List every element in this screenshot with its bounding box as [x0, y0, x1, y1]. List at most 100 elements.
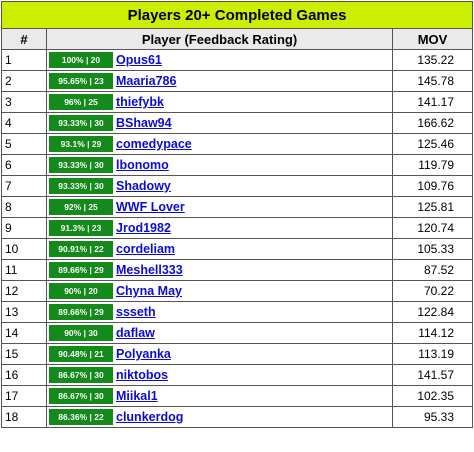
feedback-rating-badge: 93.33% | 30	[49, 156, 113, 173]
rank-cell: 17	[1, 385, 47, 407]
player-cell: 91.3% | 23 Jrod1982	[46, 217, 393, 239]
player-cell: 93.33% | 30 Shadowy	[46, 175, 393, 197]
rank-cell: 8	[1, 196, 47, 218]
rank-cell: 9	[1, 217, 47, 239]
player-name-link[interactable]: Shadowy	[116, 178, 171, 193]
player-name-link[interactable]: clunkerdog	[116, 409, 184, 424]
feedback-rating-badge: 90.91% | 22	[49, 240, 113, 257]
table-row: 15 90.48% | 21 Polyanka 113.19	[1, 343, 474, 365]
feedback-rating-badge: 100% | 20	[49, 51, 113, 68]
rank-cell: 7	[1, 175, 47, 197]
feedback-rating-badge: 91.3% | 23	[49, 219, 113, 236]
feedback-rating-badge: 86.36% | 22	[49, 408, 113, 425]
table-body: 1 100% | 20 Opus61 135.22 2 95.65% | 23 Maaria…	[1, 49, 474, 428]
table-row: 1 100% | 20 Opus61 135.22	[1, 49, 474, 71]
player-name-link[interactable]: daflaw	[116, 325, 155, 340]
mov-cell: 109.76	[391, 175, 474, 197]
feedback-rating-badge: 93.33% | 30	[49, 114, 113, 131]
mov-cell: 135.22	[391, 49, 474, 71]
player-name-link[interactable]: Polyanka	[116, 346, 171, 361]
player-cell: 100% | 20 Opus61	[46, 49, 393, 71]
mov-cell: 114.12	[391, 322, 474, 344]
player-name-link[interactable]: BShaw94	[116, 115, 172, 130]
rank-cell: 2	[1, 70, 47, 92]
player-cell: 86.67% | 30 Miikal1	[46, 385, 393, 407]
table-row: 2 95.65% | 23 Maaria786 145.78	[1, 70, 474, 92]
feedback-rating-badge: 89.66% | 29	[49, 261, 113, 278]
player-header: Player (Feedback Rating)	[46, 28, 393, 50]
rank-cell: 15	[1, 343, 47, 365]
mov-cell: 125.81	[391, 196, 474, 218]
table-row: 10 90.91% | 22 cordeliam 105.33	[1, 238, 474, 260]
table-row: 6 93.33% | 30 lbonomo 119.79	[1, 154, 474, 176]
player-cell: 90.48% | 21 Polyanka	[46, 343, 393, 365]
feedback-rating-badge: 90% | 30	[49, 324, 113, 341]
feedback-rating-badge: 86.67% | 30	[49, 366, 113, 383]
mov-cell: 120.74	[391, 217, 474, 239]
rank-cell: 5	[1, 133, 47, 155]
feedback-rating-badge: 86.67% | 30	[49, 387, 113, 404]
feedback-rating-badge: 92% | 25	[49, 198, 113, 215]
rank-header: #	[1, 28, 47, 50]
feedback-rating-badge: 93.1% | 29	[49, 135, 113, 152]
table-row: 12 90% | 20 Chyna May 70.22	[1, 280, 474, 302]
mov-cell: 95.33	[391, 406, 474, 428]
player-cell: 93.1% | 29 comedypace	[46, 133, 393, 155]
players-table: Players 20+ Completed Games # Player (Fe…	[0, 1, 474, 428]
player-cell: 96% | 25 thiefybk	[46, 91, 393, 113]
player-cell: 93.33% | 30 BShaw94	[46, 112, 393, 134]
table-row: 17 86.67% | 30 Miikal1 102.35	[1, 385, 474, 407]
table-title: Players 20+ Completed Games	[0, 1, 474, 29]
player-cell: 86.36% | 22 clunkerdog	[46, 406, 393, 428]
rank-cell: 14	[1, 322, 47, 344]
player-cell: 90.91% | 22 cordeliam	[46, 238, 393, 260]
mov-cell: 145.78	[391, 70, 474, 92]
player-name-link[interactable]: Jrod1982	[116, 220, 171, 235]
player-cell: 89.66% | 29 Meshell333	[46, 259, 393, 281]
table-row: 13 89.66% | 29 ssseth 122.84	[1, 301, 474, 323]
feedback-rating-badge: 89.66% | 29	[49, 303, 113, 320]
table-row: 14 90% | 30 daflaw 114.12	[1, 322, 474, 344]
table-row: 7 93.33% | 30 Shadowy 109.76	[1, 175, 474, 197]
player-name-link[interactable]: Chyna May	[116, 283, 182, 298]
player-name-link[interactable]: comedypace	[116, 136, 192, 151]
player-name-link[interactable]: WWF Lover	[116, 199, 185, 214]
mov-cell: 141.17	[391, 91, 474, 113]
rank-cell: 1	[1, 49, 47, 71]
table-row: 11 89.66% | 29 Meshell333 87.52	[1, 259, 474, 281]
player-name-link[interactable]: Opus61	[116, 52, 162, 67]
feedback-rating-badge: 90% | 20	[49, 282, 113, 299]
player-name-link[interactable]: thiefybk	[116, 94, 164, 109]
player-cell: 89.66% | 29 ssseth	[46, 301, 393, 323]
player-name-link[interactable]: ssseth	[116, 304, 156, 319]
mov-cell: 70.22	[391, 280, 474, 302]
feedback-rating-badge: 96% | 25	[49, 93, 113, 110]
feedback-rating-badge: 90.48% | 21	[49, 345, 113, 362]
player-name-link[interactable]: lbonomo	[116, 157, 169, 172]
table-row: 5 93.1% | 29 comedypace 125.46	[1, 133, 474, 155]
player-cell: 90% | 30 daflaw	[46, 322, 393, 344]
table-row: 18 86.36% | 22 clunkerdog 95.33	[1, 406, 474, 428]
player-cell: 90% | 20 Chyna May	[46, 280, 393, 302]
player-cell: 95.65% | 23 Maaria786	[46, 70, 393, 92]
rank-cell: 12	[1, 280, 47, 302]
rank-cell: 10	[1, 238, 47, 260]
player-name-link[interactable]: niktobos	[116, 367, 169, 382]
mov-cell: 122.84	[391, 301, 474, 323]
rank-cell: 11	[1, 259, 47, 281]
player-cell: 86.67% | 30 niktobos	[46, 364, 393, 386]
mov-cell: 166.62	[391, 112, 474, 134]
player-name-link[interactable]: Maaria786	[116, 73, 177, 88]
player-cell: 93.33% | 30 lbonomo	[46, 154, 393, 176]
mov-cell: 105.33	[391, 238, 474, 260]
title-row: Players 20+ Completed Games	[0, 1, 474, 29]
rank-cell: 18	[1, 406, 47, 428]
mov-cell: 125.46	[391, 133, 474, 155]
feedback-rating-badge: 93.33% | 30	[49, 177, 113, 194]
player-name-link[interactable]: cordeliam	[116, 241, 176, 256]
player-name-link[interactable]: Miikal1	[116, 388, 158, 403]
player-name-link[interactable]: Meshell333	[116, 262, 183, 277]
player-cell: 92% | 25 WWF Lover	[46, 196, 393, 218]
rank-cell: 3	[1, 91, 47, 113]
feedback-rating-badge: 95.65% | 23	[49, 72, 113, 89]
